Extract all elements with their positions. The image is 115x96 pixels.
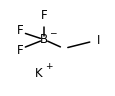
Text: K: K — [35, 67, 42, 80]
Text: F: F — [17, 44, 24, 57]
Text: I: I — [96, 34, 100, 47]
Text: B: B — [40, 33, 48, 46]
Text: −: − — [49, 28, 56, 37]
Text: +: + — [44, 62, 52, 71]
Text: F: F — [17, 24, 24, 37]
Text: F: F — [40, 9, 47, 22]
